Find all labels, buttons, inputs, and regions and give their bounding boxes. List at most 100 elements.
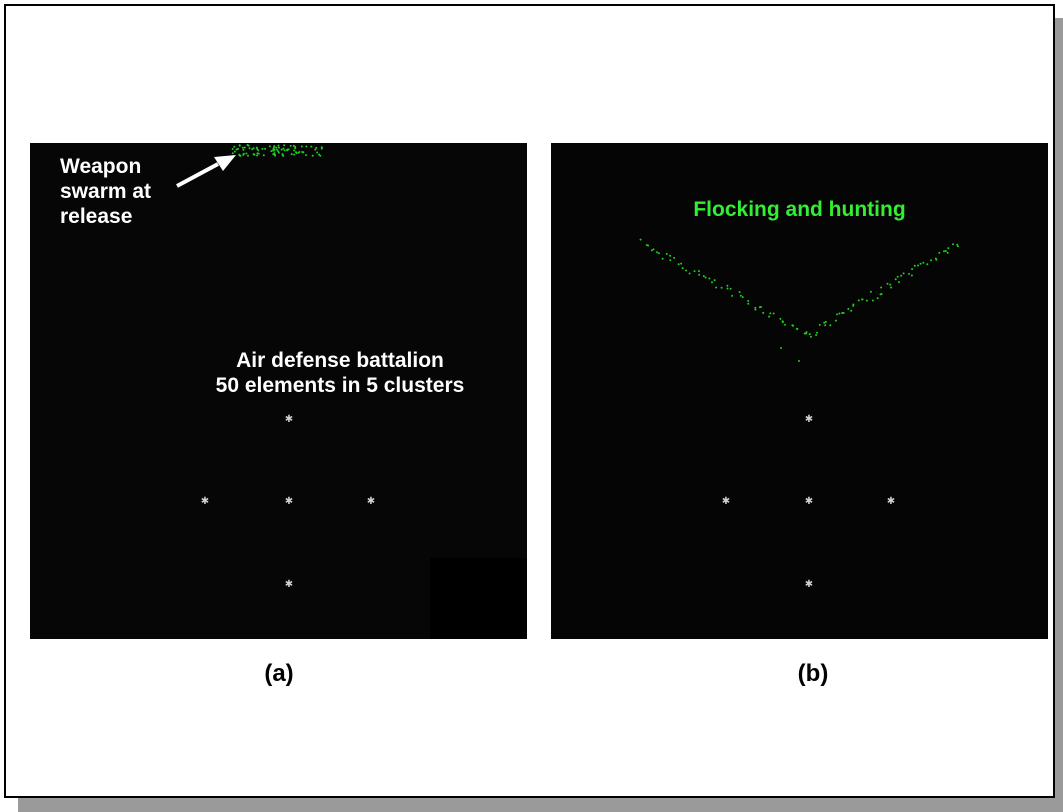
swarm-element	[946, 251, 949, 254]
swarm-element	[283, 149, 286, 152]
swarm-element	[311, 154, 314, 157]
target-cluster-marker: ✱	[805, 496, 813, 507]
swarm-element	[680, 262, 683, 265]
swarm-element	[298, 151, 301, 153]
swarm-element	[282, 147, 285, 150]
swarm-element	[277, 150, 280, 153]
swarm-element	[917, 264, 919, 267]
swarm-element	[702, 275, 705, 278]
target-cluster-marker: ✱	[285, 414, 293, 425]
swarm-element	[943, 250, 945, 253]
swarm-element	[880, 286, 883, 289]
swarm-element	[900, 274, 903, 277]
swarm-element	[268, 145, 271, 148]
swarm-element	[247, 154, 249, 157]
swarm-element	[913, 264, 916, 267]
swarm-element	[861, 298, 864, 301]
swarm-element	[273, 145, 276, 147]
swarm-element	[805, 331, 808, 334]
swarm-element	[708, 277, 711, 280]
swarm-element	[256, 148, 259, 150]
swarm-element	[911, 268, 914, 271]
swarm-element	[772, 312, 775, 315]
target-cluster-marker: ✱	[201, 496, 209, 507]
swarm-element	[934, 257, 937, 260]
swarm-element	[798, 360, 800, 362]
swarm-element	[754, 306, 757, 309]
swarm-element	[238, 153, 241, 156]
swarm-element	[295, 152, 298, 155]
swarm-element	[264, 147, 267, 150]
swarm-element	[823, 321, 826, 324]
panel-b-canvas: ✱ ✱ ✱ ✱ ✱	[639, 238, 959, 590]
panel-a-canvas: ✱ ✱ ✱ ✱ ✱	[176, 144, 527, 639]
swarm-element	[301, 151, 304, 153]
swarm-element	[944, 250, 947, 252]
swarm-element	[669, 259, 672, 262]
swarm-element	[275, 148, 278, 151]
swarm-element	[698, 273, 701, 276]
swarm-element	[894, 278, 897, 281]
swarm-element	[803, 332, 806, 335]
weapon-swarm-label: Weapon swarm at release	[60, 155, 152, 228]
swarm-element	[293, 153, 296, 156]
swarm-element	[889, 283, 892, 286]
swarm-element	[952, 243, 954, 246]
swarm-element	[910, 274, 913, 277]
swarm-element	[720, 286, 723, 289]
swarm-element	[681, 267, 684, 270]
swarm-element	[685, 269, 688, 272]
target-cluster-marker: ✱	[887, 496, 895, 507]
swarm-element	[665, 252, 668, 255]
swarm-element	[816, 331, 818, 334]
swarm-element	[836, 313, 838, 316]
slide-shadow-right	[1055, 18, 1063, 812]
swarm-element	[294, 145, 297, 148]
swarm-element	[829, 324, 832, 327]
swarm-element	[880, 293, 883, 295]
swarm-element	[310, 145, 313, 148]
swarm-element	[290, 153, 293, 156]
flocking-label: Flocking and hunting	[693, 198, 906, 221]
swarm-element	[762, 311, 765, 314]
swarm-element	[256, 154, 259, 157]
swarm-element	[252, 147, 255, 150]
swarm-element	[282, 154, 285, 157]
battalion-label-line1: Air defense battalion	[236, 349, 444, 372]
swarm-element	[779, 317, 782, 320]
swarm-element	[280, 148, 283, 151]
swarm-element	[842, 312, 845, 314]
swarm-element	[647, 244, 650, 247]
swarm-element	[639, 238, 642, 241]
swarm-element	[938, 251, 941, 254]
swarm-element	[242, 153, 245, 156]
swarm-element	[320, 147, 323, 150]
swarm-element	[769, 312, 772, 315]
swarm-element	[243, 146, 246, 149]
swarm-element	[847, 307, 850, 310]
swarm-element	[652, 248, 655, 251]
swarm-element	[233, 150, 236, 153]
caption-a: (a)	[264, 660, 294, 687]
swarm-element	[293, 149, 296, 152]
swarm-element	[231, 152, 234, 155]
swarm-element	[768, 315, 771, 318]
swarm-element	[738, 291, 741, 293]
swarm-element	[731, 294, 734, 297]
swarm-element	[256, 152, 259, 155]
swarm-element	[257, 149, 260, 152]
swarm-element	[251, 148, 254, 151]
swarm-element	[320, 146, 323, 149]
swarm-element	[908, 272, 910, 275]
target-cluster-marker: ✱	[367, 496, 375, 507]
swarm-element	[841, 312, 844, 314]
swarm-element	[283, 144, 286, 147]
swarm-element	[650, 249, 653, 252]
swarm-element	[262, 154, 265, 157]
swarm-element	[693, 270, 696, 273]
swarm-element	[922, 261, 925, 264]
target-cluster-marker: ✱	[805, 579, 813, 590]
swarm-element	[818, 323, 821, 326]
swarm-element	[252, 153, 255, 156]
swarm-element	[808, 333, 811, 336]
